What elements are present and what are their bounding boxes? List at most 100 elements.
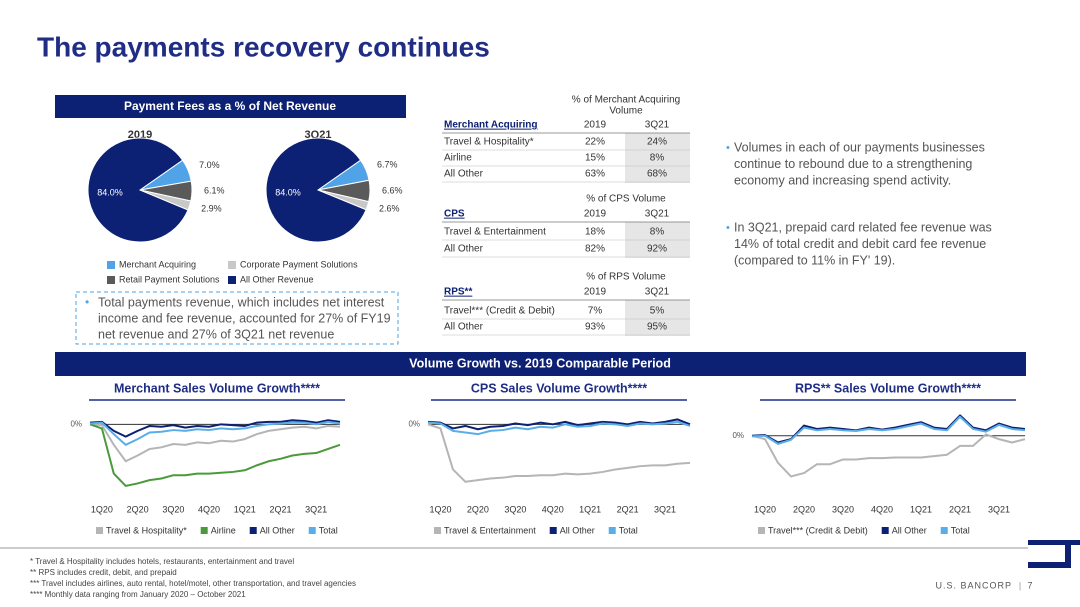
- y-tick-label: 0%: [70, 419, 82, 428]
- note-box: [75, 291, 399, 345]
- table-cell: 95%: [647, 322, 667, 333]
- x-tick-label: 4Q20: [198, 504, 220, 514]
- series-line: [89, 419, 341, 438]
- pie-value-label: 6.6%: [382, 186, 403, 196]
- bullet-line: economy and increasing spend activity.: [734, 173, 951, 187]
- pie-header-bar: [55, 95, 406, 118]
- legend-swatch: [549, 527, 557, 534]
- series-line: [427, 420, 691, 436]
- pie-section-title: Payment Fees as a % of Net Revenue: [124, 99, 336, 113]
- legend-label: All Other: [260, 525, 295, 535]
- table-cell: 93%: [585, 322, 605, 333]
- note-line: Total payments revenue, which includes n…: [98, 295, 385, 309]
- x-tick-label: 4Q20: [871, 504, 893, 514]
- legend-label: Total: [619, 525, 638, 535]
- table-cell: 5%: [650, 306, 665, 317]
- bullet-line: In 3Q21, prepaid card related fee revenu…: [734, 220, 992, 234]
- table-cell: All Other: [444, 244, 484, 255]
- legend-label: Airline: [211, 525, 236, 535]
- legend-swatch: [434, 527, 441, 534]
- legend-label: Travel*** (Credit & Debit): [768, 525, 868, 535]
- bullet-line: continue to rebound due to a strengtheni…: [734, 157, 972, 171]
- table-cell: 7%: [588, 306, 603, 317]
- y-tick-label: 0%: [408, 419, 420, 428]
- chart-title: Merchant Sales Volume Growth****: [114, 381, 320, 395]
- table-caption: % of RPS Volume: [586, 272, 666, 283]
- x-tick-label: 3Q21: [305, 504, 327, 514]
- legend-label: Total: [951, 525, 970, 535]
- note-line: income and fee revenue, accounted for 27…: [98, 311, 391, 325]
- table-caption: % of CPS Volume: [586, 194, 666, 205]
- legend-swatch: [608, 527, 616, 534]
- table-group-header: CPS: [444, 209, 465, 220]
- table-cell: All Other: [444, 169, 484, 180]
- column-header: 2019: [584, 120, 607, 131]
- footer-company: U.S. BANCORP: [935, 580, 1012, 590]
- table-cell: Airline: [444, 153, 472, 164]
- series-line: [751, 415, 1026, 445]
- chart-title: RPS** Sales Volume Growth****: [795, 381, 981, 395]
- y-tick-label: 0%: [732, 431, 744, 440]
- legend-label: Corporate Payment Solutions: [240, 259, 358, 269]
- note-bullet: •: [85, 295, 89, 309]
- column-header: 2019: [584, 287, 607, 298]
- footer-page: 7: [1027, 580, 1032, 590]
- pie-value-label: 6.7%: [377, 159, 398, 169]
- legend-label: Total: [319, 525, 338, 535]
- legend-swatch: [200, 527, 208, 534]
- pie-title: 3Q21: [305, 129, 332, 141]
- x-tick-label: 2Q20: [467, 504, 489, 514]
- x-tick-label: 3Q20: [832, 504, 854, 514]
- legend-label: All Other: [892, 525, 927, 535]
- x-tick-label: 1Q21: [579, 504, 601, 514]
- x-tick-label: 3Q21: [654, 504, 676, 514]
- footnote: **** Monthly data ranging from January 2…: [30, 590, 246, 599]
- table-cell: 8%: [650, 153, 665, 164]
- series-line: [89, 423, 341, 463]
- pie-value-label: 6.1%: [204, 186, 225, 196]
- table-cell: 92%: [647, 244, 667, 255]
- table-cell: Travel*** (Credit & Debit): [444, 306, 555, 317]
- table-cell: Travel & Entertainment: [444, 227, 546, 238]
- x-tick-label: 4Q20: [542, 504, 564, 514]
- legend-swatch: [228, 276, 236, 284]
- table-cell: 15%: [585, 153, 605, 164]
- legend-label: Retail Payment Solutions: [119, 274, 220, 284]
- legend-swatch: [308, 527, 316, 534]
- table-group-header: Merchant Acquiring: [444, 120, 538, 131]
- legend-swatch: [881, 527, 889, 534]
- legend-swatch: [107, 276, 115, 284]
- note-line: net revenue and 27% of 3Q21 net revenue: [98, 327, 334, 341]
- table-cell: 68%: [647, 169, 667, 180]
- table-cell: 24%: [647, 137, 667, 148]
- volume-section-title: Volume Growth vs. 2019 Comparable Period: [409, 356, 671, 370]
- table-cell: 18%: [585, 227, 605, 238]
- table-cell: 82%: [585, 244, 605, 255]
- x-tick-label: 1Q20: [429, 504, 451, 514]
- series-line: [89, 420, 341, 446]
- table-cell: 63%: [585, 169, 605, 180]
- bullet-marker: •: [726, 222, 730, 234]
- volume-header-bar: [55, 352, 1026, 376]
- table-shade: [625, 300, 690, 336]
- pie-value-label: 84.0%: [97, 188, 123, 198]
- legend-label: All Other: [560, 525, 595, 535]
- x-tick-label: 1Q21: [910, 504, 932, 514]
- chart-title: CPS Sales Volume Growth****: [471, 381, 647, 395]
- bullet-line: Volumes in each of our payments business…: [734, 140, 985, 154]
- footnote: *** Travel includes airlines, auto renta…: [30, 579, 356, 588]
- legend-swatch: [228, 261, 236, 269]
- table-cell: All Other: [444, 322, 484, 333]
- series-line: [427, 423, 691, 483]
- x-tick-label: 2Q21: [949, 504, 971, 514]
- x-tick-label: 2Q20: [127, 504, 149, 514]
- x-tick-label: 1Q20: [91, 504, 113, 514]
- column-header: 3Q21: [645, 209, 670, 220]
- table-cell: 8%: [650, 227, 665, 238]
- pie-slice: [87, 137, 189, 243]
- table-cell: 22%: [585, 137, 605, 148]
- x-tick-label: 2Q21: [617, 504, 639, 514]
